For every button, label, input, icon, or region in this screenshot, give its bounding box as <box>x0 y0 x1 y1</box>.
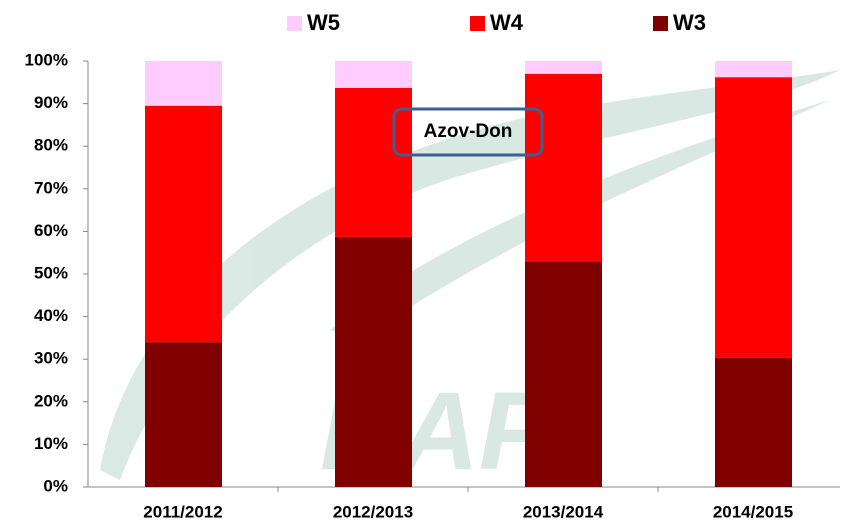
bar-segment <box>525 261 602 487</box>
y-tick-label: 70% <box>34 178 68 197</box>
y-tick-label: 30% <box>34 349 68 368</box>
bar-segment <box>525 74 602 261</box>
y-tick-label: 100% <box>25 50 68 69</box>
y-tick-label: 40% <box>34 306 68 325</box>
bar-segment <box>525 61 602 74</box>
legend-swatch <box>287 16 302 31</box>
chart: KAP 0%10%20%30%40%50%60%70%80%90%100%201… <box>0 0 843 526</box>
y-tick-label: 80% <box>34 136 68 155</box>
x-tick-label: 2011/2012 <box>143 502 222 521</box>
bar-segment <box>335 237 412 487</box>
legend-swatch <box>470 16 485 31</box>
legend-swatch <box>653 16 668 31</box>
bar-segment <box>715 61 792 77</box>
bar-segment <box>715 77 792 358</box>
y-tick-label: 20% <box>34 391 68 410</box>
bar-segment <box>715 358 792 487</box>
legend-label: W5 <box>307 10 340 35</box>
bar-segment <box>335 61 412 88</box>
y-tick-label: 50% <box>34 263 68 282</box>
bar-segment <box>145 61 222 106</box>
y-tick-label: 90% <box>34 93 68 112</box>
x-tick-label: 2012/2013 <box>333 502 413 521</box>
y-tick-label: 60% <box>34 221 68 240</box>
y-tick-label: 0% <box>43 476 68 495</box>
annotation: Azov-Don <box>424 121 513 142</box>
y-tick-label: 10% <box>34 434 68 453</box>
bar-segment <box>145 106 222 342</box>
legend-label: W3 <box>673 10 706 35</box>
x-tick-label: 2014/2015 <box>713 502 793 521</box>
x-tick-label: 2013/2014 <box>523 502 604 521</box>
bar-segment <box>145 342 222 487</box>
legend-label: W4 <box>490 10 524 35</box>
